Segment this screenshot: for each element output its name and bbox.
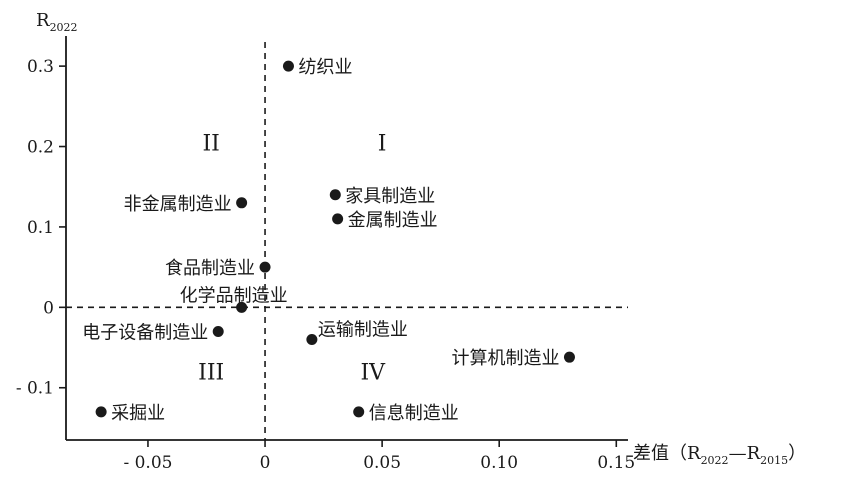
axes-layer	[59, 36, 628, 447]
data-point	[259, 261, 271, 273]
data-point-label: 信息制造业	[369, 403, 459, 424]
y-axis-title: R2022	[36, 10, 78, 34]
quadrant-label: III	[198, 361, 224, 386]
data-point-label: 电子设备制造业	[82, 322, 208, 343]
quadrant-label: IV	[360, 361, 386, 386]
data-point-label: 采掘业	[111, 403, 165, 424]
data-point	[95, 406, 107, 418]
y-axis-title-sub: 2022	[50, 21, 78, 34]
tick-labels: 0.30.20.10- 0.1- 0.05 0 0.05 0.10 0.15	[16, 57, 635, 473]
x-tick-label: - 0.05	[123, 453, 172, 473]
y-tick-label: 0.1	[27, 218, 54, 238]
data-point	[329, 189, 341, 201]
x-axis-title-sub2: 2015	[760, 454, 788, 467]
x-axis-title-sub1: 2022	[701, 454, 729, 467]
data-point-label: 运输制造业	[318, 319, 408, 340]
x-tick-label: 0.10	[480, 453, 518, 473]
x-tick-label: 0.05	[363, 453, 401, 473]
x-axis-title-prefix: 差值（R	[633, 443, 701, 464]
y-axis-title-main: R	[36, 10, 50, 31]
data-point	[236, 197, 248, 209]
x-tick-label: 0.15	[597, 453, 635, 473]
quadrant-label: I	[378, 132, 387, 157]
data-point	[353, 406, 365, 418]
data-point	[212, 325, 224, 337]
data-point-label: 非金属制造业	[124, 194, 232, 215]
data-point-label: 金属制造业	[348, 210, 438, 231]
y-tick-label: 0.3	[27, 57, 54, 77]
data-point	[332, 213, 344, 225]
quadrant-label: II	[202, 132, 219, 157]
x-axis-title-mid: —R	[729, 443, 761, 464]
data-point	[282, 60, 294, 72]
data-point-label: 纺织业	[298, 57, 352, 78]
y-tick-label: - 0.1	[16, 379, 54, 399]
data-point	[563, 351, 575, 363]
data-point-label: 化学品制造业	[180, 285, 288, 306]
data-point	[236, 301, 248, 313]
y-tick-label: 0.2	[27, 138, 54, 158]
data-point-label: 计算机制造业	[451, 348, 559, 369]
data-point	[306, 333, 318, 345]
x-axis-title: 差值（R2022—R2015）	[633, 443, 806, 467]
y-tick-label: 0	[43, 298, 54, 318]
data-point-label: 家具制造业	[345, 186, 435, 207]
x-tick-label: 0	[260, 453, 271, 473]
x-axis-title-suffix: ）	[788, 443, 806, 464]
data-point-label: 食品制造业	[165, 258, 255, 279]
